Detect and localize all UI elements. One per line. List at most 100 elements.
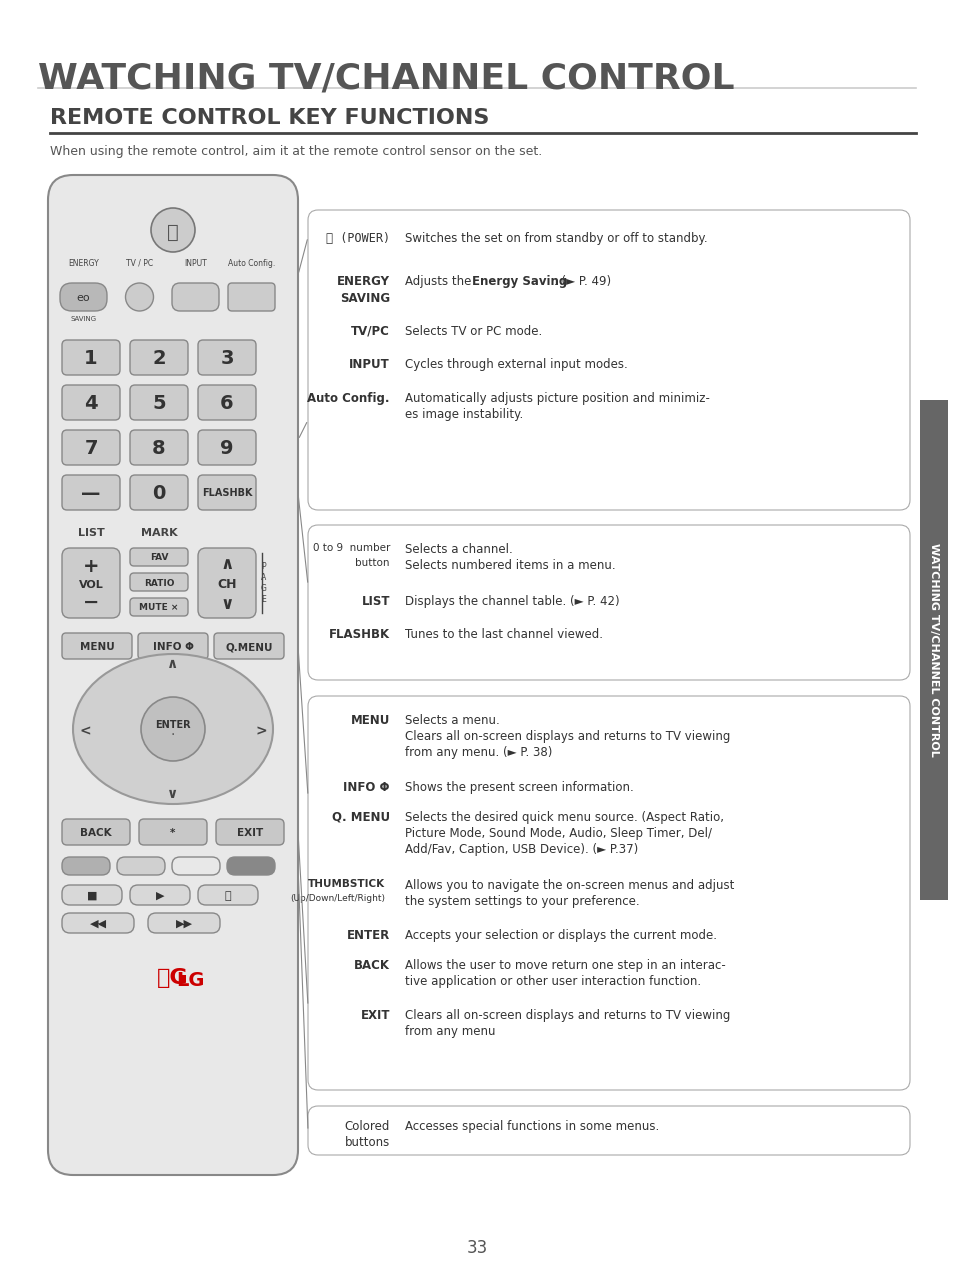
FancyBboxPatch shape [48,176,297,1175]
Text: 5: 5 [152,394,166,413]
Text: ∨: ∨ [220,595,233,613]
FancyBboxPatch shape [62,913,133,932]
FancyBboxPatch shape [60,282,107,310]
Circle shape [126,282,153,310]
Text: Tunes to the last channel viewed.: Tunes to the last channel viewed. [405,628,602,641]
FancyBboxPatch shape [215,819,284,845]
Text: RATIO: RATIO [144,579,174,588]
Text: VOL: VOL [78,580,103,590]
Text: −: − [83,593,99,612]
Text: ENTER: ENTER [346,929,390,943]
Text: the system settings to your preference.: the system settings to your preference. [405,895,639,908]
Text: 33: 33 [466,1239,487,1257]
Text: ◀◀: ◀◀ [90,918,107,929]
Text: tive application or other user interaction function.: tive application or other user interacti… [405,976,700,988]
Ellipse shape [73,654,273,804]
Text: INFO Φ: INFO Φ [343,781,390,794]
Text: ⏻: ⏻ [167,223,178,242]
Text: FAV: FAV [150,553,168,562]
Text: LIST: LIST [77,528,104,538]
Text: >: > [254,724,267,738]
Text: Colored: Colored [344,1121,390,1133]
Text: Energy Saving: Energy Saving [472,275,567,287]
Text: button: button [355,558,390,569]
Text: SAVING: SAVING [71,315,96,322]
Text: FLASHBK: FLASHBK [329,628,390,641]
Text: Selects a channel.: Selects a channel. [405,543,512,556]
Text: SAVING: SAVING [339,293,390,305]
FancyBboxPatch shape [148,913,220,932]
FancyBboxPatch shape [138,633,208,659]
Text: EXIT: EXIT [236,828,263,838]
Text: THUMBSTICK: THUMBSTICK [308,879,385,889]
Text: ∧: ∧ [220,555,233,572]
FancyBboxPatch shape [130,598,188,616]
Circle shape [141,697,205,761]
FancyBboxPatch shape [130,430,188,466]
FancyBboxPatch shape [130,474,188,510]
Text: WATCHING TV/CHANNEL CONTROL: WATCHING TV/CHANNEL CONTROL [38,62,734,95]
Text: ENTER: ENTER [155,720,191,730]
Text: 6: 6 [220,394,233,413]
Text: WATCHING TV/CHANNEL CONTROL: WATCHING TV/CHANNEL CONTROL [928,543,938,757]
FancyBboxPatch shape [198,385,255,420]
Text: Clears all on-screen displays and returns to TV viewing: Clears all on-screen displays and return… [405,730,730,743]
Text: When using the remote control, aim it at the remote control sensor on the set.: When using the remote control, aim it at… [50,145,541,158]
Text: Selects numbered items in a menu.: Selects numbered items in a menu. [405,558,615,572]
Text: <: < [79,724,91,738]
Text: P
A
G
E: P A G E [261,562,267,604]
Text: MUTE ⨯: MUTE ⨯ [139,603,178,613]
Text: Selects TV or PC mode.: Selects TV or PC mode. [405,326,541,338]
FancyBboxPatch shape [117,857,165,875]
FancyBboxPatch shape [308,525,909,681]
FancyBboxPatch shape [62,430,120,466]
Text: (Up/Down/Left/Right): (Up/Down/Left/Right) [290,894,385,903]
Text: Q. MENU: Q. MENU [332,812,390,824]
Text: Selects a menu.: Selects a menu. [405,714,499,728]
FancyBboxPatch shape [308,696,909,1090]
FancyBboxPatch shape [62,633,132,659]
Text: ▶: ▶ [155,890,164,901]
FancyBboxPatch shape [130,885,190,904]
Text: INFO Φ: INFO Φ [152,642,193,653]
Text: ∨: ∨ [167,787,178,801]
FancyBboxPatch shape [62,885,122,904]
Text: 4: 4 [84,394,98,413]
Text: ∧: ∧ [167,658,178,672]
Text: buttons: buttons [344,1136,390,1149]
Text: es image instability.: es image instability. [405,408,522,421]
FancyBboxPatch shape [62,385,120,420]
Text: Clears all on-screen displays and returns to TV viewing: Clears all on-screen displays and return… [405,1009,730,1021]
Text: ⓁG: ⓁG [157,968,189,988]
Text: Q.MENU: Q.MENU [225,642,273,653]
Text: Automatically adjusts picture position and minimiz-: Automatically adjusts picture position a… [405,392,709,404]
Text: ENERGY: ENERGY [336,275,390,287]
Text: Cycles through external input modes.: Cycles through external input modes. [405,357,627,371]
Text: Switches the set on from standby or off to standby.: Switches the set on from standby or off … [405,232,707,245]
FancyBboxPatch shape [130,548,188,566]
Text: Accepts your selection or displays the current mode.: Accepts your selection or displays the c… [405,929,717,943]
Text: Auto Config.: Auto Config. [307,392,390,404]
Text: TV/PC: TV/PC [351,326,390,338]
FancyBboxPatch shape [62,340,120,375]
FancyBboxPatch shape [130,385,188,420]
Text: ■: ■ [87,890,97,901]
FancyBboxPatch shape [172,857,220,875]
FancyBboxPatch shape [198,474,255,510]
Text: INPUT: INPUT [184,259,207,268]
Text: Selects the desired quick menu source. (Aspect Ratio,: Selects the desired quick menu source. (… [405,812,723,824]
FancyBboxPatch shape [198,885,257,904]
FancyBboxPatch shape [130,340,188,375]
Text: LIST: LIST [361,595,390,608]
Text: Auto Config.: Auto Config. [228,259,274,268]
Text: ·: · [171,728,175,742]
Text: EXIT: EXIT [360,1009,390,1021]
Text: LG: LG [176,971,205,990]
Text: Displays the channel table. (► P. 42): Displays the channel table. (► P. 42) [405,595,619,608]
Text: Allows the user to move return one step in an interac-: Allows the user to move return one step … [405,959,725,972]
FancyBboxPatch shape [213,633,284,659]
Text: from any menu: from any menu [405,1025,495,1038]
FancyBboxPatch shape [919,399,947,901]
Text: Add/Fav, Caption, USB Device). (► P.37): Add/Fav, Caption, USB Device). (► P.37) [405,843,638,856]
Text: 8: 8 [152,439,166,458]
